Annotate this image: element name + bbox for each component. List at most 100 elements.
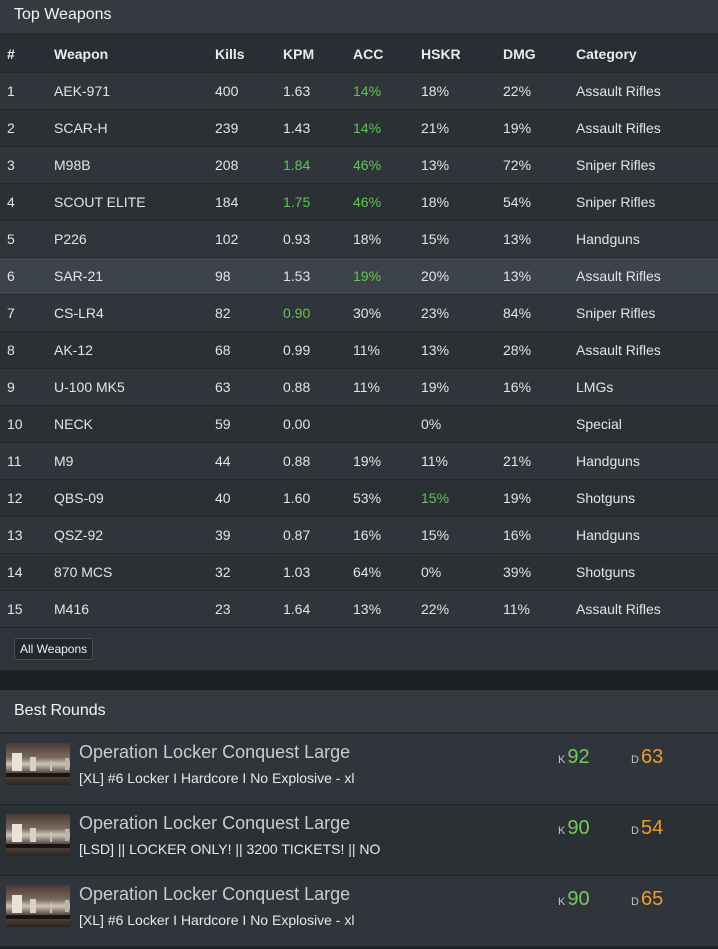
weapon-weapon-cell[interactable]: QBS-09 bbox=[54, 479, 215, 517]
weapons-table: # Weapon Kills KPM ACC HSKR DMG Category… bbox=[0, 35, 718, 628]
kills-value: 90 bbox=[567, 888, 590, 910]
weapon-row[interactable]: 1 AEK-971 400 1.63 14% 18% 22% Assault Rifles bbox=[0, 72, 718, 110]
col-dmg[interactable]: DMG bbox=[503, 35, 576, 73]
weapons-table-body: 1 AEK-971 400 1.63 14% 18% 22% Assault Rifles 2 S… bbox=[0, 72, 718, 628]
weapon-row[interactable]: 9 U-100 MK5 63 0.88 11% 19% 16% LMGs bbox=[0, 368, 718, 406]
weapon-dmg-cell: 39% bbox=[503, 553, 576, 591]
weapon-category-cell: Assault Rifles bbox=[576, 109, 718, 147]
weapon-dmg-cell: 13% bbox=[503, 220, 576, 258]
weapon-kpm-cell: 0.00 bbox=[283, 405, 353, 443]
weapon-acc-cell: 13% bbox=[353, 590, 421, 628]
weapon-kills-cell: 239 bbox=[215, 109, 283, 147]
round-map-name[interactable]: Operation Locker Conquest Large bbox=[79, 742, 351, 762]
weapon-rank-cell: 4 bbox=[0, 183, 54, 221]
deaths-value: 54 bbox=[640, 817, 664, 839]
section-divider bbox=[0, 670, 718, 690]
weapon-weapon-cell[interactable]: AK-12 bbox=[54, 331, 215, 369]
round-map-name[interactable]: Operation Locker Conquest Large bbox=[79, 813, 351, 833]
weapon-hskr-cell: 15% bbox=[421, 479, 503, 517]
weapon-rank-cell: 8 bbox=[0, 331, 54, 369]
weapon-hskr-cell: 0% bbox=[421, 553, 503, 591]
weapon-acc-cell: 53% bbox=[353, 479, 421, 517]
weapon-dmg-cell: 11% bbox=[503, 590, 576, 628]
weapon-weapon-cell[interactable]: M9 bbox=[54, 442, 215, 480]
weapon-rank-cell: 13 bbox=[0, 516, 54, 554]
weapon-kills-cell: 98 bbox=[215, 257, 283, 295]
round-kills: K 90 bbox=[558, 888, 590, 911]
weapon-row[interactable]: 3 M98B 208 1.84 46% 13% 72% Sniper Rifles bbox=[0, 146, 718, 184]
round-server-name: [LSD] || LOCKER ONLY! || 3200 TICKETS! |… bbox=[79, 841, 381, 857]
weapon-hskr-cell: 15% bbox=[421, 516, 503, 554]
weapon-weapon-cell[interactable]: QSZ-92 bbox=[54, 516, 215, 554]
weapon-kills-cell: 400 bbox=[215, 72, 283, 110]
weapon-weapon-cell[interactable]: SCOUT ELITE bbox=[54, 183, 215, 221]
weapon-kpm-cell: 0.90 bbox=[283, 294, 353, 332]
weapon-weapon-cell[interactable]: CS-LR4 bbox=[54, 294, 215, 332]
weapon-category-cell: Shotguns bbox=[576, 553, 718, 591]
weapon-dmg-cell: 54% bbox=[503, 183, 576, 221]
col-kpm[interactable]: KPM bbox=[283, 35, 353, 73]
weapon-weapon-cell[interactable]: P226 bbox=[54, 220, 215, 258]
weapon-weapon-cell[interactable]: U-100 MK5 bbox=[54, 368, 215, 406]
weapons-header-row: # Weapon Kills KPM ACC HSKR DMG Category bbox=[0, 35, 718, 73]
weapon-row[interactable]: 6 SAR-21 98 1.53 19% 20% 13% Assault Rifles bbox=[0, 257, 718, 295]
best-rounds-panel: Best Rounds Operation Locker Conquest La… bbox=[0, 690, 718, 947]
col-rank[interactable]: # bbox=[0, 35, 54, 73]
weapon-kills-cell: 82 bbox=[215, 294, 283, 332]
weapon-kills-cell: 40 bbox=[215, 479, 283, 517]
weapon-category-cell: Assault Rifles bbox=[576, 331, 718, 369]
weapon-weapon-cell[interactable]: M416 bbox=[54, 590, 215, 628]
weapon-rank-cell: 3 bbox=[0, 146, 54, 184]
weapon-acc-cell bbox=[353, 405, 421, 443]
weapon-row[interactable]: 11 M9 44 0.88 19% 11% 21% Handguns bbox=[0, 442, 718, 480]
weapon-category-cell: Handguns bbox=[576, 516, 718, 554]
weapon-row[interactable]: 12 QBS-09 40 1.60 53% 15% 19% Shotguns bbox=[0, 479, 718, 517]
weapons-footer: All Weapons bbox=[0, 628, 718, 670]
weapon-kpm-cell: 1.75 bbox=[283, 183, 353, 221]
weapon-rank-cell: 15 bbox=[0, 590, 54, 628]
weapon-weapon-cell[interactable]: NECK bbox=[54, 405, 215, 443]
weapon-weapon-cell[interactable]: AEK-971 bbox=[54, 72, 215, 110]
weapon-acc-cell: 11% bbox=[353, 368, 421, 406]
weapon-rank-cell: 1 bbox=[0, 72, 54, 110]
weapon-row[interactable]: 2 SCAR-H 239 1.43 14% 21% 19% Assault Rifles bbox=[0, 109, 718, 147]
weapon-row[interactable]: 4 SCOUT ELITE 184 1.75 46% 18% 54% Sniper Rifle… bbox=[0, 183, 718, 221]
all-weapons-button[interactable]: All Weapons bbox=[14, 638, 94, 660]
col-acc[interactable]: ACC bbox=[353, 35, 421, 73]
round-map-name[interactable]: Operation Locker Conquest Large bbox=[79, 884, 351, 904]
weapon-weapon-cell[interactable]: SAR-21 bbox=[54, 257, 215, 295]
weapon-hskr-cell: 11% bbox=[421, 442, 503, 480]
weapon-hskr-cell: 15% bbox=[421, 220, 503, 258]
round-deaths: D 63 bbox=[631, 746, 663, 769]
weapon-kpm-cell: 1.03 bbox=[283, 553, 353, 591]
weapon-row[interactable]: 13 QSZ-92 39 0.87 16% 15% 16% Handguns bbox=[0, 516, 718, 554]
weapon-kpm-cell: 1.43 bbox=[283, 109, 353, 147]
weapon-row[interactable]: 14 870 MCS 32 1.03 64% 0% 39% Shotguns bbox=[0, 553, 718, 591]
round-item[interactable]: Operation Locker Conquest Large [XL] #6 L… bbox=[0, 876, 718, 947]
weapon-row[interactable]: 5 P226 102 0.93 18% 15% 13% Handguns bbox=[0, 220, 718, 258]
weapon-weapon-cell[interactable]: SCAR-H bbox=[54, 109, 215, 147]
weapon-rank-cell: 12 bbox=[0, 479, 54, 517]
weapon-kills-cell: 208 bbox=[215, 146, 283, 184]
weapon-hskr-cell: 20% bbox=[421, 257, 503, 295]
weapon-row[interactable]: 10 NECK 59 0.00 0% Special bbox=[0, 405, 718, 443]
round-deaths: D 54 bbox=[631, 817, 663, 840]
col-weapon[interactable]: Weapon bbox=[54, 35, 215, 73]
weapon-weapon-cell[interactable]: 870 MCS bbox=[54, 553, 215, 591]
weapon-row[interactable]: 7 CS-LR4 82 0.90 30% 23% 84% Sniper Rifles bbox=[0, 294, 718, 332]
col-category[interactable]: Category bbox=[576, 35, 718, 73]
weapon-row[interactable]: 15 M416 23 1.64 13% 22% 11% Assault Rifles bbox=[0, 590, 718, 628]
weapon-row[interactable]: 8 AK-12 68 0.99 11% 13% 28% Assault Rifles bbox=[0, 331, 718, 369]
weapon-acc-cell: 14% bbox=[353, 109, 421, 147]
weapon-category-cell: Assault Rifles bbox=[576, 72, 718, 110]
weapon-category-cell: Handguns bbox=[576, 442, 718, 480]
weapon-kills-cell: 102 bbox=[215, 220, 283, 258]
weapon-hskr-cell: 18% bbox=[421, 72, 503, 110]
round-item[interactable]: Operation Locker Conquest Large [LSD] || … bbox=[0, 805, 718, 876]
top-weapons-title: Top Weapons bbox=[0, 0, 718, 35]
kills-value: 90 bbox=[567, 817, 590, 839]
weapon-weapon-cell[interactable]: M98B bbox=[54, 146, 215, 184]
col-kills[interactable]: Kills bbox=[215, 35, 283, 73]
round-item[interactable]: Operation Locker Conquest Large [XL] #6 L… bbox=[0, 734, 718, 805]
col-hskr[interactable]: HSKR bbox=[421, 35, 503, 73]
